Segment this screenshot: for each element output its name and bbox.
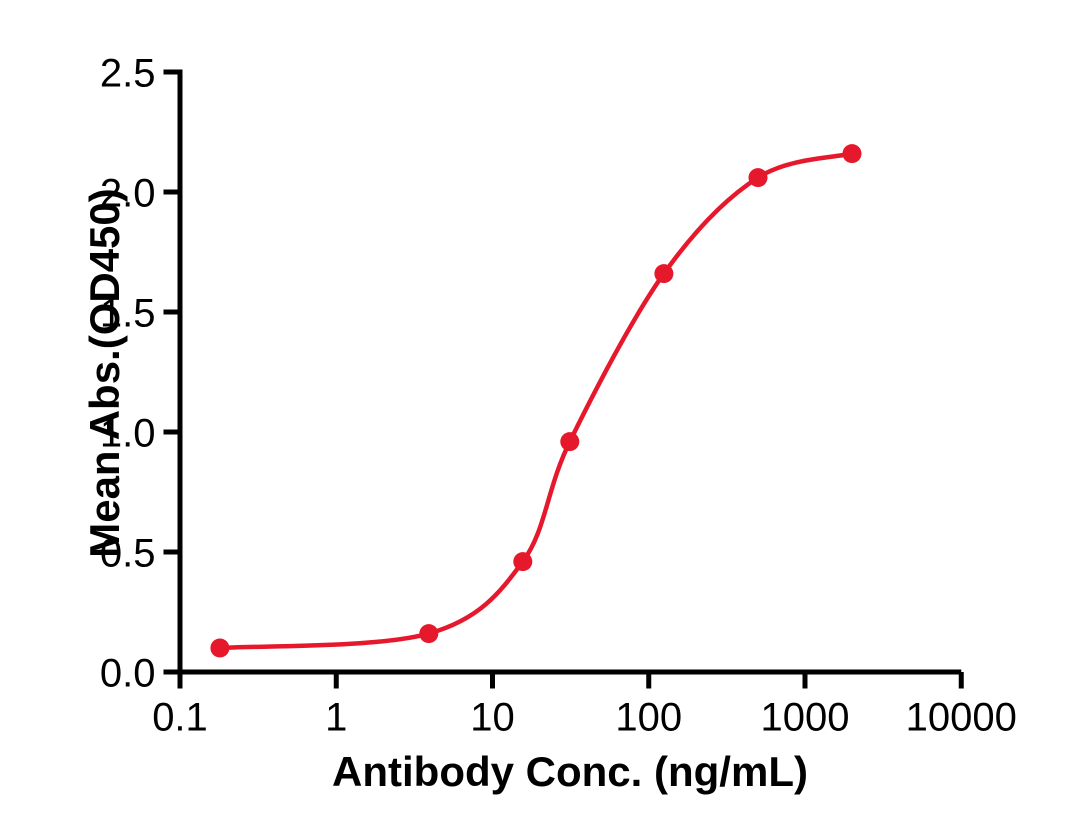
- y-tick-label: 2.0: [100, 172, 156, 216]
- y-tick-label: 0.5: [100, 532, 156, 576]
- y-tick-label: 1.0: [100, 412, 156, 456]
- x-axis-ticks: [177, 672, 964, 689]
- data-point-marker: [654, 264, 674, 284]
- data-point-marker: [560, 432, 580, 452]
- x-tick-label: 10000: [906, 696, 1017, 740]
- data-point-marker: [419, 624, 439, 644]
- fit-curve-line: [217, 151, 855, 651]
- y-axis-ticks: [163, 69, 180, 675]
- y-tick-label: 2.5: [100, 52, 156, 96]
- data-point-marker: [842, 144, 862, 164]
- x-axis-title: Antibody Conc. (ng/mL): [332, 748, 808, 795]
- x-tick-label: 1000: [761, 696, 850, 740]
- x-tick-label: 10: [470, 696, 515, 740]
- y-axis-title: Mean Abs.(OD450): [81, 188, 128, 558]
- y-tick-labels: 0.0 0.5 1.0 1.5 2.0 2.5: [100, 52, 156, 696]
- data-point-marker: [513, 552, 533, 572]
- x-tick-label: 100: [615, 696, 682, 740]
- x-tick-label: 1: [325, 696, 347, 740]
- data-point-marker: [210, 638, 230, 658]
- y-tick-label: 0.0: [100, 652, 156, 696]
- axis-lines: [177, 69, 962, 675]
- x-tick-label: 0.1: [152, 696, 208, 740]
- data-points: [210, 144, 862, 658]
- x-tick-labels: 0.1 1 10 100 1000 10000: [152, 696, 1017, 740]
- y-tick-label: 1.5: [100, 292, 156, 336]
- data-point-marker: [748, 168, 768, 188]
